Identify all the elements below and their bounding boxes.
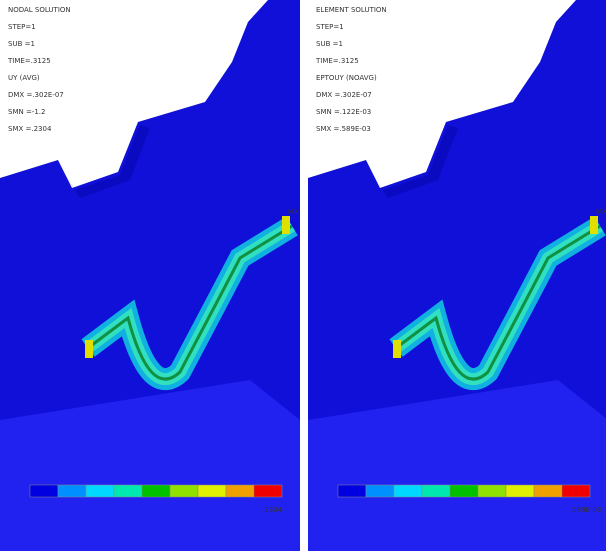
legend-swatch — [422, 485, 450, 497]
info-line: NODAL SOLUTION — [8, 6, 71, 14]
screenshot: NODAL SOLUTION STEP=1 SUB =1 TIME=.3125 UY (… — [0, 0, 606, 551]
legend-swatch — [394, 485, 422, 497]
info-line: TIME=.3125 — [7, 57, 51, 65]
info-line: UY (AVG) — [8, 74, 40, 82]
legend-swatch — [170, 485, 198, 497]
hotspot — [393, 340, 401, 358]
legend-swatch — [338, 485, 366, 497]
result-panel: ELEMENT SOLUTION STEP=1 SUB =1 TIME=.3125 EP… — [308, 0, 606, 551]
info-line: EPTOUY (NOAVG) — [316, 74, 377, 82]
legend-swatch — [142, 485, 170, 497]
legend-swatch — [86, 485, 114, 497]
legend-swatch — [114, 485, 142, 497]
node-label: MX — [596, 208, 606, 216]
legend-swatch — [506, 485, 534, 497]
info-line: SMX =.589E-03 — [316, 125, 371, 133]
legend-swatch — [58, 485, 86, 497]
info-line: SUB =1 — [316, 40, 343, 48]
legend-max: .589E-03 — [570, 506, 601, 514]
info-line: SMN =.122E-03 — [316, 108, 371, 116]
legend-max: .2304 — [262, 506, 283, 514]
result-panel: NODAL SOLUTION STEP=1 SUB =1 TIME=.3125 UY (… — [0, 0, 300, 551]
legend-swatch — [366, 485, 394, 497]
info-line: STEP=1 — [316, 23, 344, 31]
info-line: STEP=1 — [8, 23, 36, 31]
info-line: SMX =.2304 — [8, 125, 52, 133]
hotspot-edge — [590, 216, 598, 234]
hotspot — [85, 340, 93, 358]
hotspot-edge — [282, 216, 290, 234]
info-line: SMN =-1.2 — [8, 108, 45, 116]
info-line: ELEMENT SOLUTION — [316, 6, 387, 14]
info-line: TIME=.3125 — [315, 57, 359, 65]
legend-swatch — [198, 485, 226, 497]
legend-swatch — [478, 485, 506, 497]
info-line: DMX =.302E-07 — [316, 91, 372, 99]
legend-swatch — [226, 485, 254, 497]
legend-swatch — [450, 485, 478, 497]
legend-swatch — [254, 485, 282, 497]
node-label: MX — [288, 208, 299, 216]
info-line: DMX =.302E-07 — [8, 91, 64, 99]
legend-swatch — [562, 485, 590, 497]
legend-swatch — [534, 485, 562, 497]
legend-swatch — [30, 485, 58, 497]
info-line: SUB =1 — [8, 40, 35, 48]
